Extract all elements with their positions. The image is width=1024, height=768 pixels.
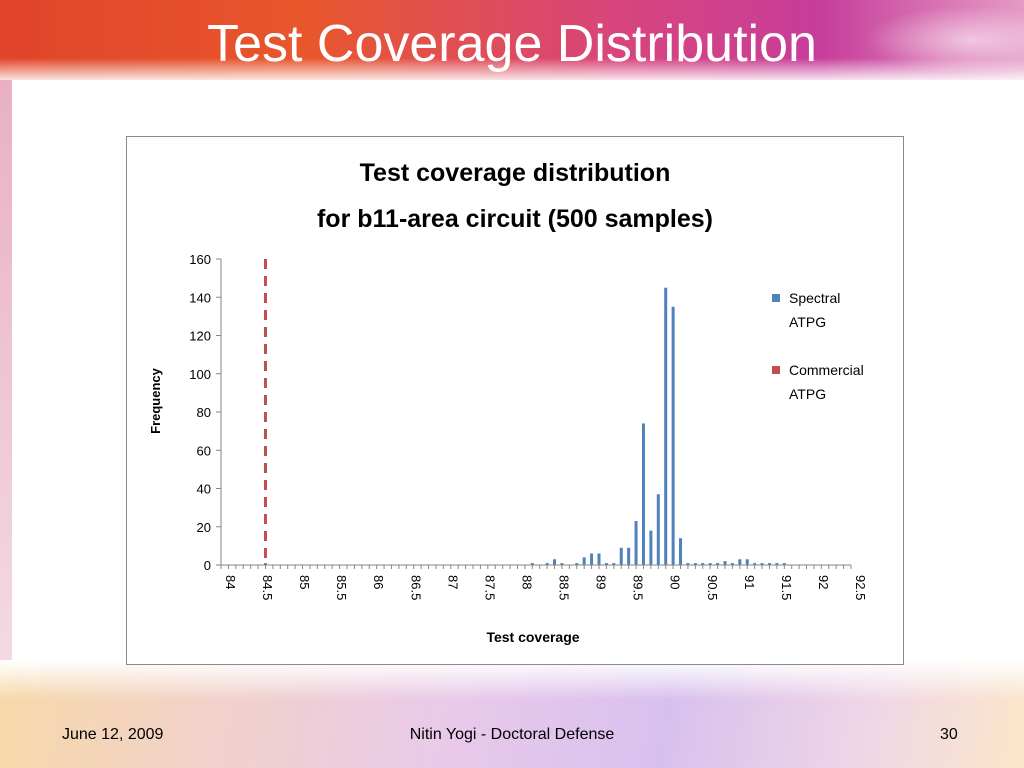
bar-spectral-atpg [693,563,697,565]
y-tick-label: 100 [189,367,211,382]
x-tick-label: 86 [371,575,386,589]
x-tick-label: 89 [594,575,609,589]
bar-spectral-atpg [590,553,594,565]
bar-spectral-atpg [597,553,601,565]
legend-swatch [772,294,780,302]
x-tick-label: 88 [519,575,534,589]
bar-spectral-atpg [716,563,720,565]
bar-spectral-atpg [664,287,668,565]
footer-date: June 12, 2009 [62,726,164,743]
histogram-chart: Test coverage distribution for b11-area … [148,159,868,645]
bar-spectral-atpg [701,563,705,565]
chart-title-line2: for b11-area circuit (500 samples) [317,205,713,233]
bar-spectral-atpg [679,538,683,565]
bar-spectral-atpg [686,563,690,565]
legend-label: ATPG [789,386,826,402]
y-tick-label: 160 [189,252,211,267]
x-tick-label: 85 [297,575,312,589]
bar-spectral-atpg [604,563,608,565]
bar-spectral-atpg [767,563,771,565]
bar-spectral-atpg [730,563,734,565]
bar-spectral-atpg [753,563,757,565]
bar-spectral-atpg [263,563,267,565]
legend-label: ATPG [789,314,826,330]
legend-swatch [772,366,780,374]
bar-spectral-atpg [649,530,653,565]
bar-spectral-atpg [708,563,712,565]
header-band [0,0,1024,80]
y-tick-label: 0 [204,558,211,573]
slide-title: Test Coverage Distribution [207,15,817,73]
x-tick-label: 86.5 [408,575,423,600]
footer-page-number: 30 [940,726,958,743]
bar-spectral-atpg [760,563,764,565]
x-tick-label: 87 [445,575,460,589]
bar-spectral-atpg [641,423,645,565]
y-tick-label: 80 [197,405,211,420]
y-tick-label: 60 [197,443,211,458]
bar-spectral-atpg [738,559,742,565]
chart-frame: Test coverage distribution for b11-area … [126,136,904,665]
bar-spectral-atpg [634,521,638,565]
y-axis-label: Frequency [148,367,163,434]
x-tick-label: 89.5 [631,575,646,600]
x-tick-label: 92.5 [853,575,868,600]
y-tick-label: 40 [197,482,211,497]
bar-spectral-atpg [656,494,660,565]
bar-spectral-atpg [612,563,616,565]
bar-spectral-atpg [627,547,631,565]
x-tick-label: 84 [223,575,238,589]
y-tick-label: 120 [189,329,211,344]
x-axis-label: Test coverage [486,629,579,645]
chart-title-line1: Test coverage distribution [360,159,671,187]
bar-spectral-atpg [560,563,564,565]
x-tick-label: 88.5 [557,575,572,600]
x-tick-label: 87.5 [482,575,497,600]
x-tick-label: 84.5 [260,575,275,600]
bar-spectral-atpg [545,563,549,565]
footer-band [0,660,1024,768]
bar-spectral-atpg [530,563,534,565]
bar-spectral-atpg [619,547,623,565]
x-tick-label: 91.5 [779,575,794,600]
x-tick-label: 90.5 [705,575,720,600]
bar-spectral-atpg [775,563,779,565]
legend-label: Spectral [789,290,840,306]
x-tick-label: 90 [668,575,683,589]
bar-spectral-atpg [782,563,786,565]
bar-spectral-atpg [575,563,579,565]
footer-center-text: Nitin Yogi - Doctoral Defense [409,726,615,743]
bar-spectral-atpg [582,557,586,565]
y-tick-label: 140 [189,290,211,305]
bar-spectral-atpg [745,559,749,565]
x-tick-label: 91 [742,575,757,589]
bar-spectral-atpg [553,559,557,565]
x-tick-label: 85.5 [334,575,349,600]
x-tick-label: 92 [816,575,831,589]
y-tick-label: 20 [197,520,211,535]
bar-spectral-atpg [723,561,727,565]
bar-spectral-atpg [671,306,675,565]
left-edge-decoration [0,80,12,700]
legend-label: Commercial [789,362,864,378]
